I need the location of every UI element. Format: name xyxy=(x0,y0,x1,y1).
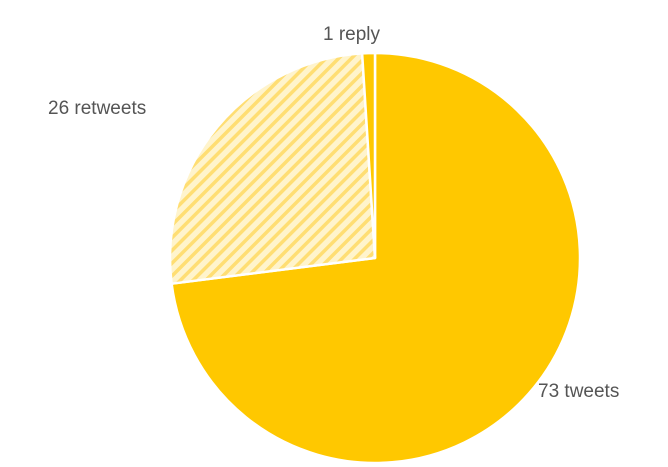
pie-slice-retweets xyxy=(168,52,377,285)
label-tweets: 73 tweets xyxy=(538,381,619,402)
label-retweets: 26 retweets xyxy=(48,98,146,119)
pie-slice-reply xyxy=(360,51,377,260)
pie-labels: 73 tweets 26 retweets 1 reply xyxy=(48,24,619,402)
pie-slices xyxy=(168,51,582,465)
label-reply: 1 reply xyxy=(323,24,381,45)
